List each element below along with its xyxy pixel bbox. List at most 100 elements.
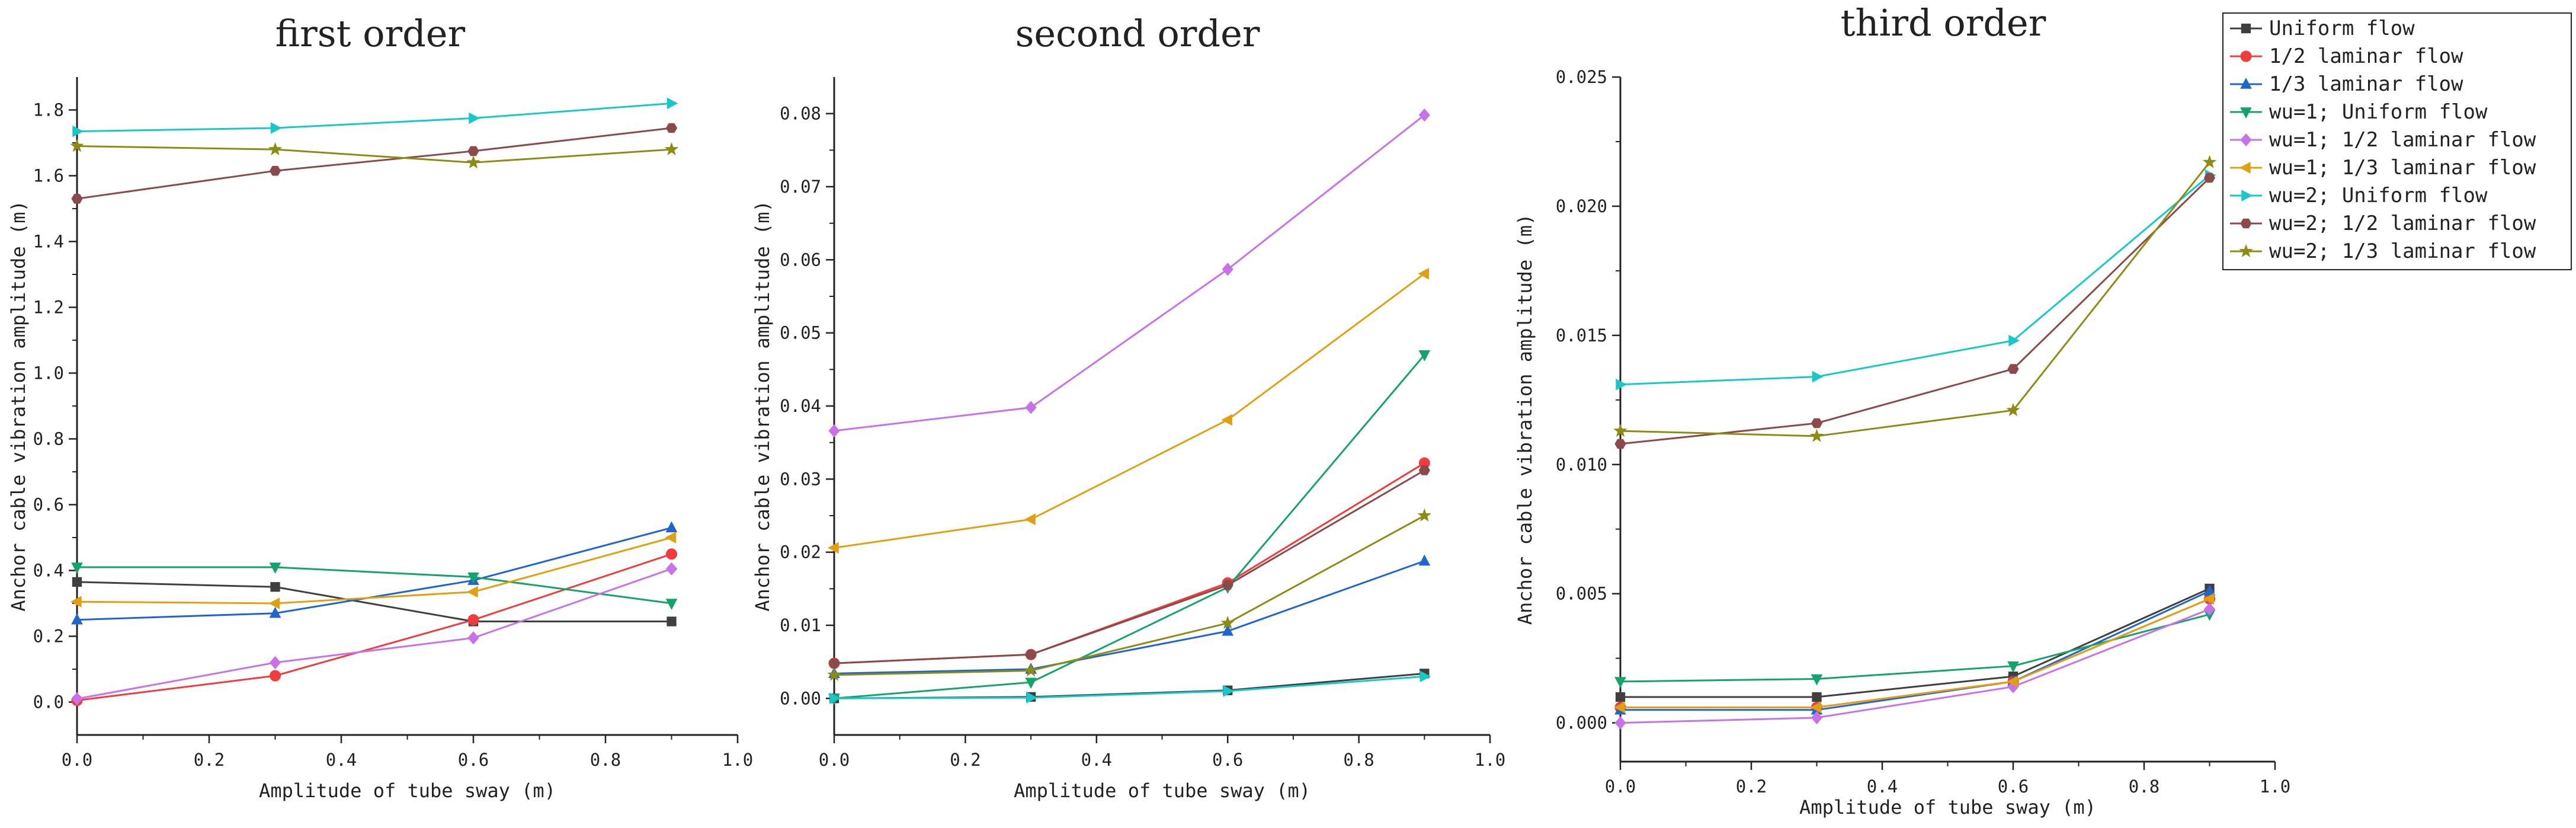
data-point — [1025, 677, 1037, 689]
x-axis-label: Amplitude of tube sway (m) — [259, 779, 556, 802]
x-tick-label: 0.8 — [1343, 750, 1374, 770]
data-point — [665, 521, 678, 533]
data-point — [1223, 685, 1235, 697]
legend-entry: 1/3 laminar flow — [2230, 72, 2463, 96]
data-point — [2203, 172, 2216, 183]
y-axis-label: Anchor cable vibration amplitude (m) — [751, 200, 774, 612]
data-point — [467, 572, 479, 584]
chart-title: second order — [1015, 12, 1260, 55]
legend-label: wu=2; Uniform flow — [2269, 184, 2488, 207]
x-tick-label: 0.2 — [1736, 776, 1767, 797]
legend: Uniform flow 1/2 laminar flow 1/3 laminar … — [2222, 12, 2572, 270]
series — [71, 123, 678, 204]
data-point — [1809, 429, 1824, 442]
series-line — [834, 469, 1425, 664]
legend-entry: wu=1; 1/3 laminar flow — [2230, 156, 2536, 180]
legend-entry: 1/2 laminar flow — [2230, 44, 2463, 68]
series-line — [1620, 587, 2210, 698]
legend-entry: wu=2; Uniform flow — [2230, 184, 2488, 207]
chart-title: first order — [275, 12, 466, 55]
data-point — [268, 142, 283, 155]
data-point — [1418, 350, 1431, 362]
data-point — [665, 532, 677, 544]
legend-label: wu=1; 1/2 laminar flow — [2269, 128, 2536, 152]
x-tick-label: 0.4 — [326, 750, 357, 770]
y-tick-label: 0.4 — [33, 561, 64, 581]
y-tick-label: 0.0 — [33, 692, 64, 712]
series — [1613, 155, 2217, 442]
data-point — [269, 606, 281, 618]
data-point — [270, 582, 280, 592]
legend-entry: wu=1; 1/2 laminar flow — [2230, 128, 2536, 152]
data-point — [1221, 414, 1232, 426]
y-tick-label: 0.06 — [780, 250, 821, 270]
data-point — [70, 139, 84, 152]
legend-entry: Uniform flow — [2230, 17, 2415, 40]
x-tick-label: 0.6 — [1212, 750, 1243, 770]
x-tick-label: 0.2 — [194, 750, 225, 770]
data-point — [71, 613, 83, 625]
x-tick-label: 0.2 — [950, 750, 981, 770]
subplot-1: first order 0.0 0.2 0.4 0.6 0.8 1.0 1.2 1.4 1.6 1.… — [7, 12, 753, 802]
series — [71, 562, 678, 706]
series-line — [1620, 598, 2210, 708]
series — [827, 508, 1431, 681]
data-point — [667, 97, 678, 110]
data-point — [270, 670, 281, 682]
x-tick-label: 1.0 — [722, 750, 753, 770]
legend-marker — [2241, 190, 2253, 202]
y-tick-label: 1.0 — [33, 363, 64, 383]
series-line — [834, 354, 1425, 699]
data-point — [71, 692, 83, 706]
y-tick-label: 0.05 — [780, 323, 821, 343]
y-tick-label: 1.6 — [33, 166, 64, 186]
data-point — [71, 194, 83, 204]
data-point — [1616, 378, 1627, 391]
legend-frame — [2222, 12, 2572, 270]
series-line — [76, 102, 672, 133]
data-point — [72, 577, 82, 587]
y-axis-label: Anchor cable vibration amplitude (m) — [1514, 214, 1536, 625]
data-point — [827, 667, 841, 681]
data-point — [1024, 663, 1038, 677]
data-point — [665, 562, 678, 576]
x-tick-label: 0.4 — [1867, 776, 1898, 797]
x-tick-label: 0.8 — [2129, 776, 2160, 797]
data-point — [467, 146, 479, 156]
legend-marker — [2239, 244, 2253, 257]
data-point — [1025, 650, 1037, 660]
data-point — [270, 122, 282, 134]
data-point — [268, 597, 280, 609]
legend-label: 1/3 laminar flow — [2269, 72, 2463, 96]
y-tick-label: 0.03 — [780, 469, 821, 489]
series — [72, 97, 678, 138]
data-point — [72, 125, 84, 138]
series — [71, 562, 678, 610]
data-point — [2006, 402, 2020, 417]
legend-label: Uniform flow — [2269, 17, 2415, 40]
data-point — [1417, 508, 1431, 522]
data-point — [1420, 670, 1431, 683]
data-point — [1024, 513, 1036, 526]
data-point — [828, 542, 839, 554]
legend-marker — [2240, 218, 2252, 229]
data-point — [2008, 334, 2020, 347]
data-point — [2007, 364, 2019, 374]
y-tick-label: 0.015 — [1556, 325, 1607, 346]
data-point — [269, 656, 281, 670]
data-point — [665, 123, 678, 133]
series-line — [834, 560, 1425, 674]
data-point — [2203, 593, 2215, 605]
y-tick-label: 0.08 — [780, 104, 821, 124]
legend-label: 1/2 laminar flow — [2269, 44, 2463, 68]
series — [1614, 593, 2215, 714]
legend-marker — [2240, 133, 2252, 147]
data-point — [1812, 692, 1822, 702]
data-point — [467, 631, 479, 645]
data-point — [1810, 701, 1822, 714]
data-point — [467, 614, 479, 626]
y-tick-label: 0.6 — [33, 495, 64, 515]
legend-label: wu=1; 1/3 laminar flow — [2269, 156, 2536, 180]
data-point — [1614, 439, 1626, 449]
